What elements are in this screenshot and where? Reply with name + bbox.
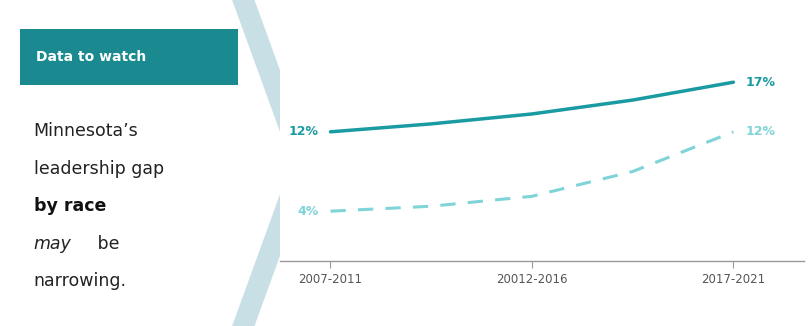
Text: 4%: 4% — [297, 205, 318, 218]
Text: by race: by race — [33, 197, 106, 215]
Polygon shape — [230, 0, 313, 326]
Text: 12%: 12% — [744, 125, 775, 138]
Text: may: may — [33, 235, 71, 253]
FancyBboxPatch shape — [19, 29, 238, 85]
Text: 12%: 12% — [288, 125, 318, 138]
Text: leadership gap: leadership gap — [33, 160, 164, 178]
Text: Minnesota’s: Minnesota’s — [33, 122, 138, 140]
Text: Data to watch: Data to watch — [36, 50, 147, 64]
Text: 17%: 17% — [744, 76, 775, 89]
Text: be: be — [92, 235, 120, 253]
Text: narrowing.: narrowing. — [33, 272, 127, 290]
